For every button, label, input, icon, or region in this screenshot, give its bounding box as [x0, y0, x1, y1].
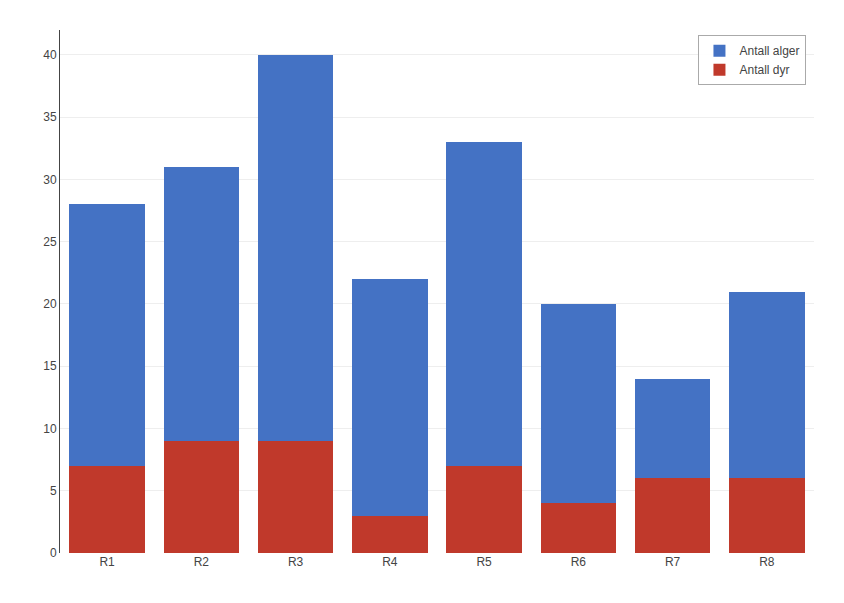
svg-text:Antall alger: Antall alger	[739, 44, 799, 58]
svg-text:5: 5	[50, 484, 57, 498]
svg-text:35: 35	[43, 110, 57, 124]
svg-text:R1: R1	[99, 555, 115, 569]
svg-text:10: 10	[43, 422, 57, 436]
svg-text:R5: R5	[476, 555, 492, 569]
svg-text:30: 30	[43, 173, 57, 187]
svg-text:Antall dyr: Antall dyr	[739, 63, 789, 77]
svg-text:R4: R4	[382, 555, 398, 569]
svg-text:R8: R8	[759, 555, 775, 569]
svg-text:R7: R7	[665, 555, 681, 569]
svg-text:15: 15	[43, 359, 57, 373]
svg-text:R6: R6	[571, 555, 587, 569]
svg-text:0: 0	[50, 546, 57, 560]
svg-text:20: 20	[43, 297, 57, 311]
svg-text:R2: R2	[194, 555, 210, 569]
svg-text:25: 25	[43, 235, 57, 249]
svg-text:40: 40	[43, 48, 57, 62]
svg-text:R3: R3	[288, 555, 304, 569]
